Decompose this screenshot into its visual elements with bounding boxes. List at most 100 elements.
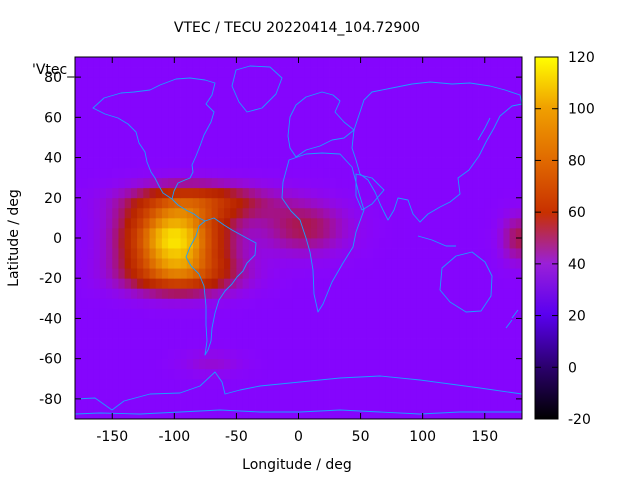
heatmap-cell (453, 137, 461, 148)
heatmap-cell (230, 137, 237, 148)
heatmap-cell (335, 238, 343, 249)
heatmap-cell (484, 288, 492, 299)
heatmap-cell (341, 127, 349, 138)
heatmap-cell (81, 147, 88, 158)
heatmap-cell (360, 67, 368, 78)
heatmap-cell (466, 288, 473, 299)
heatmap-cell (93, 368, 101, 380)
heatmap-cell (503, 87, 510, 98)
heatmap-cell (360, 358, 368, 370)
heatmap-cell (373, 248, 380, 259)
heatmap-cell (292, 167, 299, 179)
heatmap-cell (211, 238, 219, 249)
heatmap-cell (317, 358, 324, 370)
heatmap-cell (205, 177, 212, 189)
heatmap-cell (379, 408, 386, 420)
heatmap-cell (261, 288, 268, 299)
heatmap-cell (317, 288, 324, 299)
heatmap-cell (143, 388, 150, 400)
heatmap-cell (217, 258, 225, 269)
heatmap-cell (168, 348, 175, 360)
heatmap-cell (261, 197, 268, 209)
heatmap-cell (373, 67, 380, 78)
heatmap-cell (292, 127, 299, 138)
heatmap-cell (149, 117, 157, 128)
heatmap-cell (192, 57, 200, 68)
heatmap-cell (106, 388, 113, 400)
heatmap-cell (279, 57, 287, 68)
heatmap-cell (199, 117, 206, 128)
heatmap-cell (118, 368, 126, 380)
heatmap-cell (149, 258, 157, 269)
heatmap-cell (261, 278, 268, 289)
heatmap-cell (279, 77, 287, 88)
heatmap-cell (459, 278, 467, 289)
heatmap-cell (435, 248, 442, 259)
heatmap-cell (230, 308, 237, 319)
heatmap-cell (385, 248, 393, 259)
heatmap-cell (323, 197, 330, 209)
heatmap-cell (168, 328, 175, 339)
heatmap-cell (366, 238, 374, 249)
heatmap-cell (292, 238, 299, 249)
colorbar (534, 56, 559, 420)
heatmap-cell (490, 197, 498, 209)
heatmap-cell (404, 187, 411, 199)
heatmap-cell (317, 308, 324, 319)
heatmap-cell (416, 197, 424, 209)
heatmap-cell (168, 197, 175, 209)
heatmap-cell (335, 398, 343, 410)
heatmap-cell (385, 308, 393, 319)
heatmap-cell (106, 207, 113, 219)
heatmap-cell (379, 258, 386, 269)
heatmap-cell (329, 238, 337, 249)
heatmap-cell (292, 197, 299, 209)
heatmap-cell (211, 268, 219, 279)
heatmap-cell (155, 207, 163, 219)
heatmap-cell (186, 177, 194, 189)
heatmap-cell (379, 187, 386, 199)
heatmap-cell (360, 97, 368, 108)
heatmap-cell (366, 358, 374, 370)
heatmap-cell (335, 298, 343, 309)
heatmap-cell (236, 87, 244, 98)
heatmap-cell (192, 197, 200, 209)
heatmap-cell (472, 298, 479, 309)
heatmap-cell (130, 378, 138, 390)
heatmap-cell (310, 358, 318, 370)
heatmap-cell (435, 157, 442, 169)
heatmap-cell (360, 348, 368, 360)
heatmap-cell (93, 187, 101, 199)
heatmap-cell (428, 268, 436, 279)
heatmap-cell (404, 238, 411, 249)
heatmap-cell (242, 298, 250, 309)
heatmap-cell (509, 248, 517, 259)
heatmap-cell (379, 358, 386, 370)
heatmap-cell (230, 117, 237, 128)
heatmap-cell (118, 67, 126, 78)
heatmap-cell (242, 408, 250, 420)
heatmap-cell (87, 378, 95, 390)
heatmap-cell (236, 298, 244, 309)
heatmap-cell (317, 258, 324, 269)
heatmap-cell (292, 67, 299, 78)
heatmap-cell (515, 167, 523, 179)
heatmap-cell (397, 97, 405, 108)
heatmap-cell (124, 117, 132, 128)
heatmap-cell (304, 67, 312, 78)
heatmap-cell (192, 227, 200, 239)
heatmap-cell (168, 298, 175, 309)
heatmap-cell (124, 77, 132, 88)
heatmap-cell (391, 87, 399, 98)
heatmap-cell (255, 87, 262, 98)
heatmap-cell (410, 288, 417, 299)
heatmap-cell (217, 348, 225, 360)
heatmap-cell (428, 388, 436, 400)
heatmap-cell (279, 288, 287, 299)
heatmap-cell (112, 127, 119, 138)
heatmap-cell (329, 147, 337, 158)
heatmap-cell (161, 268, 169, 279)
heatmap-cell (323, 318, 330, 329)
heatmap-cell (149, 67, 157, 78)
heatmap-cell (416, 157, 424, 169)
